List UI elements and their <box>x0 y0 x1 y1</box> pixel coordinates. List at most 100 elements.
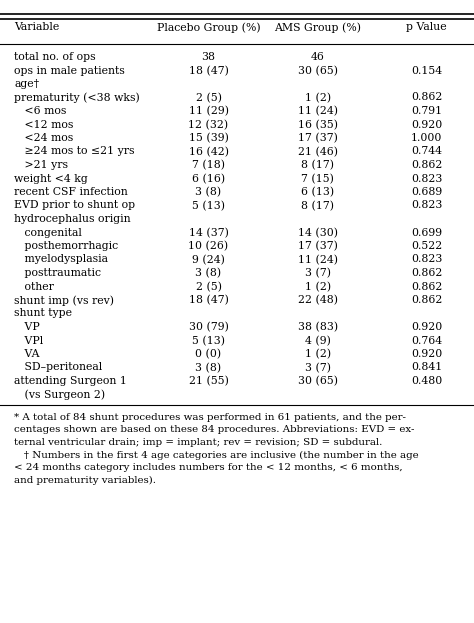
Text: 14 (37): 14 (37) <box>189 227 228 238</box>
Text: shunt imp (vs rev): shunt imp (vs rev) <box>14 295 114 305</box>
Text: VP: VP <box>14 322 40 332</box>
Text: 21 (46): 21 (46) <box>298 146 337 157</box>
Text: 0.154: 0.154 <box>411 65 442 75</box>
Text: posthemorrhagic: posthemorrhagic <box>14 241 118 251</box>
Text: 22 (48): 22 (48) <box>298 295 337 305</box>
Text: 38: 38 <box>201 52 216 62</box>
Text: AMS Group (%): AMS Group (%) <box>274 22 361 32</box>
Text: 3 (7): 3 (7) <box>305 363 330 373</box>
Text: 21 (55): 21 (55) <box>189 376 228 386</box>
Text: 0.689: 0.689 <box>411 187 442 197</box>
Text: 10 (26): 10 (26) <box>189 241 228 251</box>
Text: 6 (13): 6 (13) <box>301 187 334 197</box>
Text: (vs Surgeon 2): (vs Surgeon 2) <box>14 389 105 400</box>
Text: 8 (17): 8 (17) <box>301 160 334 170</box>
Text: 14 (30): 14 (30) <box>298 227 337 238</box>
Text: 0.862: 0.862 <box>411 92 442 103</box>
Text: p Value: p Value <box>406 22 447 32</box>
Text: < 24 months category includes numbers for the < 12 months, < 6 months,: < 24 months category includes numbers fo… <box>14 463 403 472</box>
Text: 12 (32): 12 (32) <box>189 120 228 130</box>
Text: 0.841: 0.841 <box>411 363 442 373</box>
Text: 8 (17): 8 (17) <box>301 201 334 211</box>
Text: 16 (35): 16 (35) <box>298 120 337 130</box>
Text: <6 mos: <6 mos <box>14 106 66 116</box>
Text: 17 (37): 17 (37) <box>298 133 337 143</box>
Text: 0 (0): 0 (0) <box>195 349 222 359</box>
Text: 0.920: 0.920 <box>411 322 442 332</box>
Text: 11 (29): 11 (29) <box>189 106 228 117</box>
Text: 11 (24): 11 (24) <box>298 255 337 265</box>
Text: 5 (13): 5 (13) <box>192 336 225 346</box>
Text: recent CSF infection: recent CSF infection <box>14 187 128 197</box>
Text: 1.000: 1.000 <box>411 133 442 143</box>
Text: 15 (39): 15 (39) <box>189 133 228 143</box>
Text: 0.480: 0.480 <box>411 376 442 386</box>
Text: 3 (8): 3 (8) <box>195 187 222 197</box>
Text: 0.920: 0.920 <box>411 120 442 130</box>
Text: attending Surgeon 1: attending Surgeon 1 <box>14 376 127 386</box>
Text: and prematurity variables).: and prematurity variables). <box>14 475 156 485</box>
Text: total no. of ops: total no. of ops <box>14 52 96 62</box>
Text: 0.522: 0.522 <box>411 241 442 251</box>
Text: 0.744: 0.744 <box>411 146 442 156</box>
Text: 30 (65): 30 (65) <box>298 65 337 76</box>
Text: 38 (83): 38 (83) <box>298 322 337 332</box>
Text: * A total of 84 shunt procedures was performed in 61 patients, and the per-: * A total of 84 shunt procedures was per… <box>14 413 406 422</box>
Text: Placebo Group (%): Placebo Group (%) <box>157 22 260 32</box>
Text: <24 mos: <24 mos <box>14 133 73 143</box>
Text: 16 (42): 16 (42) <box>189 146 228 157</box>
Text: <12 mos: <12 mos <box>14 120 73 130</box>
Text: hydrocephalus origin: hydrocephalus origin <box>14 214 131 224</box>
Text: other: other <box>14 282 54 292</box>
Text: age†: age† <box>14 79 39 89</box>
Text: 5 (13): 5 (13) <box>192 201 225 211</box>
Text: 18 (47): 18 (47) <box>189 295 228 305</box>
Text: weight <4 kg: weight <4 kg <box>14 173 88 184</box>
Text: 30 (65): 30 (65) <box>298 376 337 386</box>
Text: 4 (9): 4 (9) <box>305 336 330 346</box>
Text: myelodysplasia: myelodysplasia <box>14 255 108 265</box>
Text: shunt type: shunt type <box>14 308 72 318</box>
Text: 0.699: 0.699 <box>411 227 442 237</box>
Text: 0.764: 0.764 <box>411 336 442 346</box>
Text: 9 (24): 9 (24) <box>192 255 225 265</box>
Text: 3 (7): 3 (7) <box>305 268 330 278</box>
Text: prematurity (<38 wks): prematurity (<38 wks) <box>14 92 140 103</box>
Text: VA: VA <box>14 349 40 359</box>
Text: 2 (5): 2 (5) <box>196 282 221 292</box>
Text: † Numbers in the first 4 age categories are inclusive (the number in the age: † Numbers in the first 4 age categories … <box>14 450 419 460</box>
Text: 6 (16): 6 (16) <box>192 173 225 184</box>
Text: 3 (8): 3 (8) <box>195 268 222 278</box>
Text: 0.862: 0.862 <box>411 268 442 278</box>
Text: Variable: Variable <box>14 22 59 32</box>
Text: 46: 46 <box>310 52 325 62</box>
Text: 11 (24): 11 (24) <box>298 106 337 117</box>
Text: 0.920: 0.920 <box>411 349 442 359</box>
Text: ≥24 mos to ≤21 yrs: ≥24 mos to ≤21 yrs <box>14 146 135 156</box>
Text: 0.823: 0.823 <box>411 255 442 265</box>
Text: centages shown are based on these 84 procedures. Abbreviations: EVD = ex-: centages shown are based on these 84 pro… <box>14 426 415 434</box>
Text: 30 (79): 30 (79) <box>189 322 228 332</box>
Text: 1 (2): 1 (2) <box>304 349 331 359</box>
Text: 17 (37): 17 (37) <box>298 241 337 251</box>
Text: VPl: VPl <box>14 336 44 346</box>
Text: 3 (8): 3 (8) <box>195 363 222 373</box>
Text: 0.791: 0.791 <box>411 106 442 116</box>
Text: congenital: congenital <box>14 227 82 237</box>
Text: 7 (18): 7 (18) <box>192 160 225 170</box>
Text: 7 (15): 7 (15) <box>301 173 334 184</box>
Text: 0.862: 0.862 <box>411 160 442 170</box>
Text: 2 (5): 2 (5) <box>196 92 221 103</box>
Text: 0.823: 0.823 <box>411 173 442 184</box>
Text: posttraumatic: posttraumatic <box>14 268 101 278</box>
Text: 0.862: 0.862 <box>411 295 442 305</box>
Text: 1 (2): 1 (2) <box>304 282 331 292</box>
Text: ops in male patients: ops in male patients <box>14 65 125 75</box>
Text: 0.823: 0.823 <box>411 201 442 211</box>
Text: ternal ventricular drain; imp = implant; rev = revision; SD = subdural.: ternal ventricular drain; imp = implant;… <box>14 438 383 447</box>
Text: 0.862: 0.862 <box>411 282 442 292</box>
Text: 18 (47): 18 (47) <box>189 65 228 76</box>
Text: 1 (2): 1 (2) <box>304 92 331 103</box>
Text: EVD prior to shunt op: EVD prior to shunt op <box>14 201 136 211</box>
Text: >21 yrs: >21 yrs <box>14 160 68 170</box>
